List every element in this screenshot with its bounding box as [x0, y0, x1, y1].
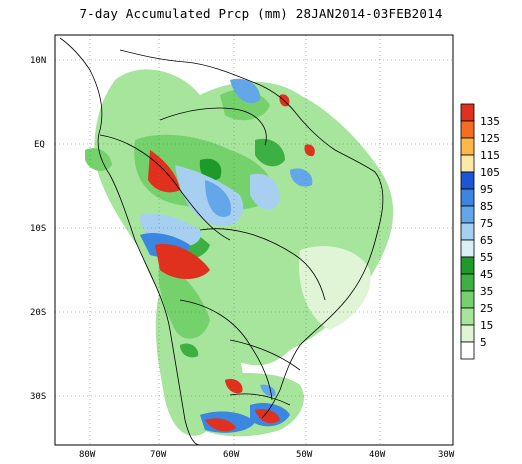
colorbar-swatch: [460, 137, 475, 156]
colorbar-level-label: 115: [480, 149, 500, 162]
colorbar-swatch: [460, 324, 475, 343]
graticule: [55, 35, 453, 445]
colorbar-level-label: 75: [480, 217, 493, 230]
colorbar-swatch: [460, 273, 475, 292]
lat-label: EQ: [34, 140, 45, 150]
colorbar-level-label: 95: [480, 183, 493, 196]
lon-label: 60W: [223, 450, 240, 460]
colorbar-swatch: [460, 188, 475, 207]
longitude-labels: 80W 70W 60W 50W 40W 30W: [79, 450, 455, 460]
colorbar-swatch: [460, 307, 475, 326]
colorbar-swatch: [460, 256, 475, 275]
colorbar-swatch: [460, 171, 475, 190]
colorbar-level-label: 15: [480, 319, 493, 332]
colorbar-level-label: 5: [480, 336, 487, 349]
colorbar-level-label: 65: [480, 234, 493, 247]
colorbar-swatch: [460, 239, 475, 258]
colorbar-swatch: [460, 120, 475, 139]
lon-label: 40W: [369, 450, 386, 460]
plot-frame: [54, 34, 454, 446]
lon-label: 70W: [150, 450, 167, 460]
colorbar-swatch: [460, 222, 475, 241]
colorbar-legend: 135 125 115 105 95 85 75 65 55 45 35 25 15 5: [460, 103, 500, 360]
latitude-labels: 10N EQ 10S 20S 30S: [30, 56, 46, 402]
lat-label: 30S: [30, 392, 46, 402]
lon-label: 30W: [438, 450, 455, 460]
colorbar-level-label: 105: [480, 166, 500, 179]
colorbar-swatch: [460, 341, 475, 360]
colorbar-swatch: [460, 290, 475, 309]
lat-label: 10S: [30, 224, 46, 234]
colorbar-swatch: [460, 205, 475, 224]
colorbar-level-label: 25: [480, 302, 493, 315]
precipitation-field: [85, 69, 394, 437]
colorbar-level-label: 35: [480, 285, 493, 298]
coastlines-borders: [59, 37, 384, 446]
colorbar-swatch: [460, 103, 475, 122]
colorbar-swatch: [460, 154, 475, 173]
colorbar-level-label: 125: [480, 132, 500, 145]
lon-label: 50W: [296, 450, 313, 460]
colorbar-level-label: 85: [480, 200, 493, 213]
lon-label: 80W: [79, 450, 96, 460]
colorbar-level-label: 45: [480, 268, 493, 281]
colorbar-level-label: 55: [480, 251, 493, 264]
colorbar-level-label: 135: [480, 115, 500, 128]
lat-label: 10N: [30, 56, 46, 66]
map-title: 7-day Accumulated Prcp (mm) 28JAN2014-03…: [79, 6, 443, 21]
lat-label: 20S: [30, 308, 46, 318]
